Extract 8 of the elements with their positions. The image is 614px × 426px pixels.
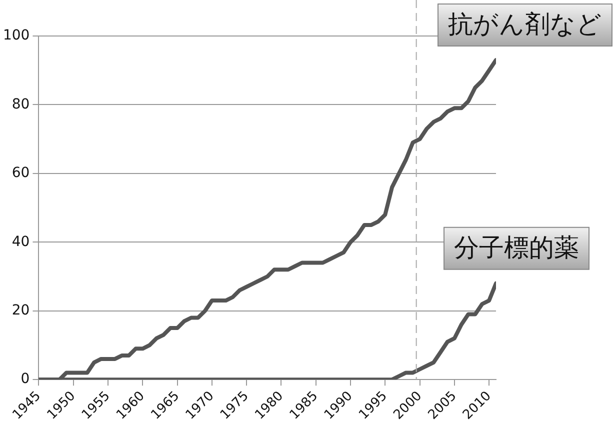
y-tick-label: 0 [20,371,30,388]
y-tick-label: 60 [12,165,30,182]
y-tick-label: 40 [12,234,30,250]
series-label: 抗がん剤など [448,10,602,39]
series-label: 分子標的薬 [454,232,579,262]
y-tick-label: 20 [12,302,30,318]
y-tick-label: 100 [2,28,30,44]
y-tick-label: 80 [12,96,30,112]
